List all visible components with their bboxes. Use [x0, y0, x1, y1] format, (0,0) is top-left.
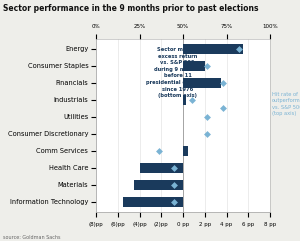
Bar	[134, 180, 183, 190]
Bar	[183, 95, 186, 105]
Bar	[183, 44, 243, 54]
Text: Hit rate of
outperformance
vs. S&P 500
(top axis): Hit rate of outperformance vs. S&P 500 (…	[272, 92, 300, 116]
Bar	[183, 78, 221, 88]
Text: Sector median
excess return
vs. S&P 500
during 9 months
before 11
presidential e: Sector median excess return vs. S&P 500 …	[146, 47, 209, 98]
Text: source: Goldman Sachs: source: Goldman Sachs	[3, 235, 61, 240]
Bar	[140, 163, 183, 173]
Bar	[183, 61, 205, 71]
Bar	[123, 197, 183, 207]
Bar	[183, 146, 188, 156]
Text: Sector performance in the 9 months prior to past elections: Sector performance in the 9 months prior…	[3, 4, 259, 13]
